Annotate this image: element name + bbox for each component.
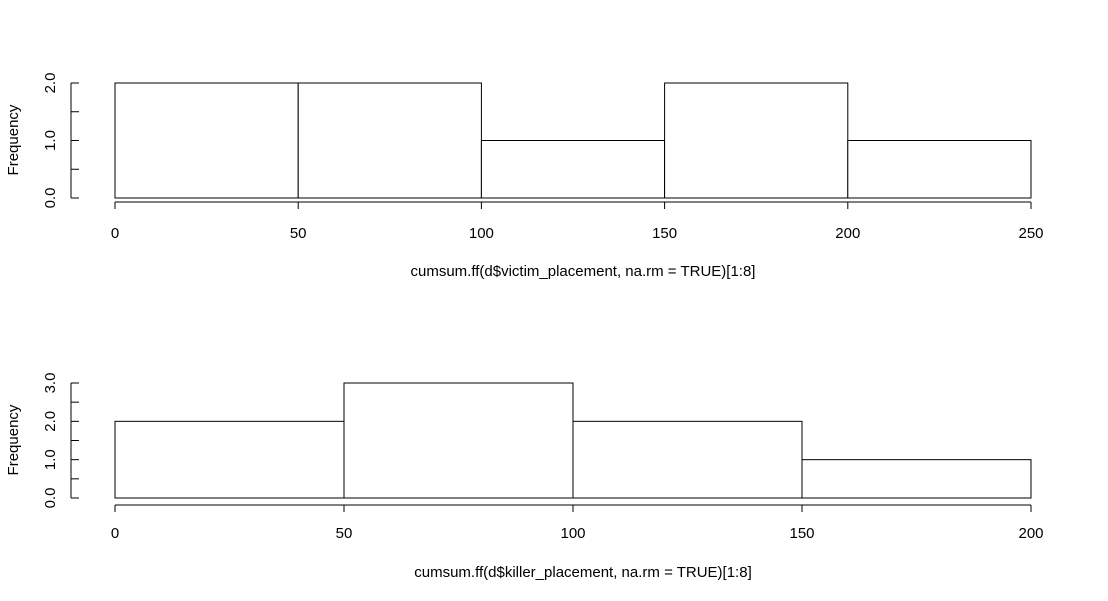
x-tick-label: 150	[652, 225, 677, 242]
y-axis-title: Frequency	[5, 104, 22, 175]
x-axis-title: cumsum.ff(d$victim_placement, na.rm = TR…	[411, 263, 756, 280]
histogram-panel-killer: 0 50 100 150 200 0.0 1.0 2.0 3.0 cumsum.ff(d$kill…	[5, 373, 1044, 581]
y-tick-label: 1.0	[42, 449, 59, 470]
x-tick-label: 200	[1018, 525, 1043, 542]
x-tick-label: 150	[789, 525, 814, 542]
y-tick-label: 0.0	[42, 488, 59, 509]
histogram-panel-victim: 0 50 100 150 200 250 0.0 1.0 2.0 cumsum.ff(d$vict…	[5, 73, 1044, 280]
x-tick-label: 0	[111, 225, 119, 242]
histogram-bar	[114, 82, 299, 199]
histogram-bar	[847, 140, 1032, 199]
x-axis-title: cumsum.ff(d$killer_placement, na.rm = TR…	[414, 564, 752, 581]
y-axis-title: Frequency	[5, 404, 22, 475]
histogram-bar	[572, 420, 803, 499]
x-tick-label: 100	[469, 225, 494, 242]
x-tick-label: 50	[336, 525, 353, 542]
histogram-bar	[343, 382, 574, 499]
x-tick-label: 0	[111, 525, 119, 542]
histogram-bar	[801, 459, 1032, 499]
y-tick-label: 1.0	[42, 130, 59, 151]
x-tick-label: 50	[290, 225, 307, 242]
y-tick-label: 2.0	[42, 73, 59, 94]
histogram-bar	[297, 82, 482, 199]
x-tick-label: 100	[560, 525, 585, 542]
histogram-bar	[114, 420, 345, 499]
x-tick-label: 200	[835, 225, 860, 242]
x-tick-label: 250	[1018, 225, 1043, 242]
histogram-bar	[664, 82, 849, 199]
histogram-bar	[480, 140, 666, 199]
y-tick-label: 0.0	[42, 188, 59, 209]
y-tick-label: 3.0	[42, 373, 59, 394]
y-tick-label: 2.0	[42, 411, 59, 432]
